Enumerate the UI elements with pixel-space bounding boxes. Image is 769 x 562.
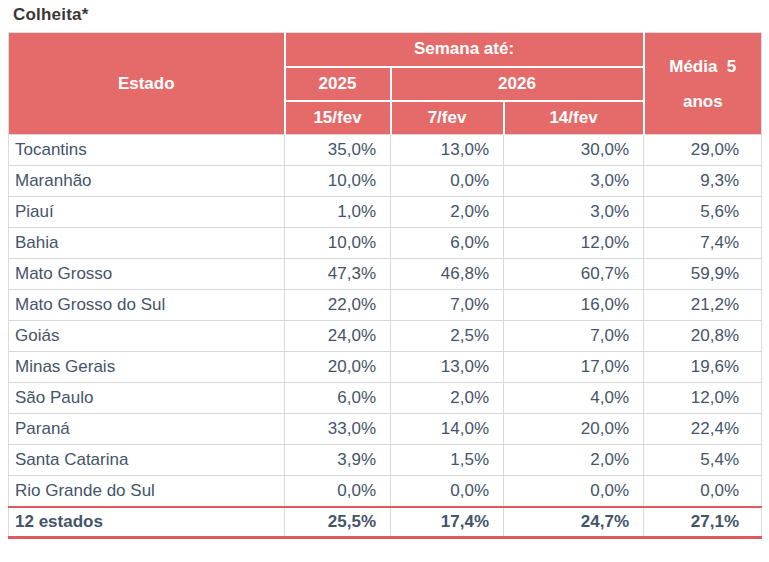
total-label-cell: 12 estados: [9, 507, 285, 538]
total-row: 12 estados 25,5% 17,4% 24,7% 27,1%: [9, 507, 762, 538]
table-row: São Paulo 6,0% 2,0% 4,0% 12,0%: [9, 383, 762, 414]
value-cell: 20,0%: [504, 414, 644, 445]
value-cell: 19,6%: [644, 352, 762, 383]
value-cell: 13,0%: [391, 135, 504, 166]
state-cell: Paraná: [9, 414, 285, 445]
state-cell: Piauí: [9, 197, 285, 228]
value-cell: 24,0%: [285, 321, 391, 352]
state-cell: Maranhão: [9, 166, 285, 197]
value-cell: 60,7%: [504, 259, 644, 290]
page: Colheita* Estado Semana até: Média 5 ano…: [0, 0, 769, 562]
value-cell: 0,0%: [285, 476, 391, 507]
value-cell: 7,0%: [504, 321, 644, 352]
value-cell: 6,0%: [391, 228, 504, 259]
state-cell: Bahia: [9, 228, 285, 259]
value-cell: 9,3%: [644, 166, 762, 197]
table-row: Maranhão 10,0% 0,0% 3,0% 9,3%: [9, 166, 762, 197]
total-value-cell: 27,1%: [644, 507, 762, 538]
table-row: Mato Grosso 47,3% 46,8% 60,7% 59,9%: [9, 259, 762, 290]
value-cell: 12,0%: [504, 228, 644, 259]
value-cell: 14,0%: [391, 414, 504, 445]
date-header-15fev: 15/fev: [285, 101, 391, 135]
col-header-media: Média 5 anos: [644, 33, 762, 135]
state-cell: Tocantins: [9, 135, 285, 166]
value-cell: 0,0%: [644, 476, 762, 507]
table-row: Mato Grosso do Sul 22,0% 7,0% 16,0% 21,2…: [9, 290, 762, 321]
table-row: Minas Gerais 20,0% 13,0% 17,0% 19,6%: [9, 352, 762, 383]
total-value-cell: 24,7%: [504, 507, 644, 538]
value-cell: 22,4%: [644, 414, 762, 445]
value-cell: 2,0%: [391, 383, 504, 414]
value-cell: 2,0%: [504, 445, 644, 476]
year-2025-header: 2025: [285, 67, 391, 101]
table-row: Rio Grande do Sul 0,0% 0,0% 0,0% 0,0%: [9, 476, 762, 507]
value-cell: 7,4%: [644, 228, 762, 259]
value-cell: 16,0%: [504, 290, 644, 321]
state-cell: Santa Catarina: [9, 445, 285, 476]
state-cell: Goiás: [9, 321, 285, 352]
value-cell: 30,0%: [504, 135, 644, 166]
state-cell: São Paulo: [9, 383, 285, 414]
total-value-cell: 17,4%: [391, 507, 504, 538]
value-cell: 20,8%: [644, 321, 762, 352]
value-cell: 10,0%: [285, 166, 391, 197]
value-cell: 29,0%: [644, 135, 762, 166]
value-cell: 59,9%: [644, 259, 762, 290]
value-cell: 5,4%: [644, 445, 762, 476]
state-cell: Rio Grande do Sul: [9, 476, 285, 507]
value-cell: 0,0%: [391, 166, 504, 197]
value-cell: 46,8%: [391, 259, 504, 290]
value-cell: 13,0%: [391, 352, 504, 383]
value-cell: 3,0%: [504, 166, 644, 197]
date-header-7fev: 7/fev: [391, 101, 504, 135]
value-cell: 22,0%: [285, 290, 391, 321]
value-cell: 3,0%: [504, 197, 644, 228]
value-cell: 0,0%: [391, 476, 504, 507]
state-cell: Mato Grosso do Sul: [9, 290, 285, 321]
value-cell: 17,0%: [504, 352, 644, 383]
value-cell: 3,9%: [285, 445, 391, 476]
value-cell: 2,0%: [391, 197, 504, 228]
media-header-line1: Média 5: [645, 49, 762, 84]
media-header-line2: anos: [645, 84, 762, 119]
table-row: Paraná 33,0% 14,0% 20,0% 22,4%: [9, 414, 762, 445]
value-cell: 4,0%: [504, 383, 644, 414]
page-title: Colheita*: [13, 5, 88, 25]
harvest-table: Estado Semana até: Média 5 anos 2025 202…: [8, 32, 762, 539]
year-2026-header: 2026: [391, 67, 644, 101]
value-cell: 7,0%: [391, 290, 504, 321]
state-cell: Minas Gerais: [9, 352, 285, 383]
value-cell: 6,0%: [285, 383, 391, 414]
value-cell: 0,0%: [504, 476, 644, 507]
table-header: Estado Semana até: Média 5 anos 2025 202…: [9, 33, 762, 135]
total-value-cell: 25,5%: [285, 507, 391, 538]
value-cell: 20,0%: [285, 352, 391, 383]
value-cell: 35,0%: [285, 135, 391, 166]
value-cell: 33,0%: [285, 414, 391, 445]
table-row: Tocantins 35,0% 13,0% 30,0% 29,0%: [9, 135, 762, 166]
value-cell: 5,6%: [644, 197, 762, 228]
value-cell: 10,0%: [285, 228, 391, 259]
col-header-semana-ate: Semana até:: [285, 33, 644, 67]
table-row: Piauí 1,0% 2,0% 3,0% 5,6%: [9, 197, 762, 228]
value-cell: 47,3%: [285, 259, 391, 290]
value-cell: 21,2%: [644, 290, 762, 321]
table-row: Bahia 10,0% 6,0% 12,0% 7,4%: [9, 228, 762, 259]
state-cell: Mato Grosso: [9, 259, 285, 290]
value-cell: 12,0%: [644, 383, 762, 414]
table-row: Goiás 24,0% 2,5% 7,0% 20,8%: [9, 321, 762, 352]
value-cell: 1,5%: [391, 445, 504, 476]
col-header-estado: Estado: [9, 33, 285, 135]
value-cell: 2,5%: [391, 321, 504, 352]
value-cell: 1,0%: [285, 197, 391, 228]
date-header-14fev: 14/fev: [504, 101, 644, 135]
table-row: Santa Catarina 3,9% 1,5% 2,0% 5,4%: [9, 445, 762, 476]
